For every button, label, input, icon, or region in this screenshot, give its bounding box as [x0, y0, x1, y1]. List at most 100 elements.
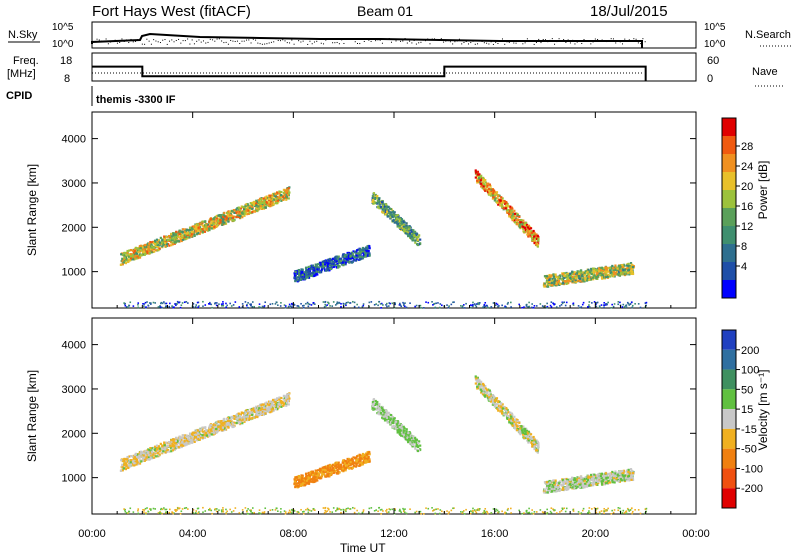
- data-point: [179, 444, 182, 447]
- data-point: [274, 202, 277, 205]
- data-point: [120, 253, 123, 256]
- data-point: [151, 447, 154, 450]
- data-point: [166, 445, 170, 448]
- data-point: [194, 435, 198, 439]
- data-point: [590, 267, 593, 271]
- data-point: [346, 251, 349, 255]
- data-point: [132, 258, 135, 261]
- data-point: [129, 461, 132, 464]
- data-point: [222, 304, 225, 307]
- data-point: [306, 301, 309, 304]
- data-point: [546, 307, 548, 309]
- data-point: [303, 276, 306, 279]
- data-point: [164, 245, 167, 248]
- data-point: [418, 234, 421, 237]
- data-point: [569, 275, 573, 278]
- data-point: [171, 241, 174, 244]
- data-point: [271, 202, 275, 205]
- data-point: [608, 275, 612, 278]
- data-point: [137, 251, 140, 254]
- data-point: [178, 436, 181, 439]
- cpid-value: themis -3300 IF: [96, 94, 176, 106]
- data-point: [507, 205, 510, 208]
- data-point: [232, 219, 236, 222]
- data-point: [474, 304, 477, 307]
- data-point: [241, 306, 244, 309]
- data-point: [196, 225, 199, 228]
- data-point: [549, 277, 552, 280]
- data-point: [335, 255, 338, 258]
- data-point: [371, 198, 375, 202]
- data-point: [552, 275, 556, 278]
- data-point: [256, 415, 259, 419]
- data-point: [161, 239, 164, 242]
- data-point: [536, 234, 539, 237]
- data-point: [492, 191, 495, 194]
- data-point: [251, 413, 254, 416]
- data-point: [267, 204, 271, 208]
- data-point: [124, 261, 128, 265]
- data-point: [478, 175, 481, 178]
- data-point: [416, 238, 419, 241]
- data-point: [625, 264, 628, 267]
- data-point: [175, 238, 178, 242]
- data-point: [144, 449, 147, 453]
- data-point: [188, 232, 191, 236]
- data-point: [364, 253, 368, 256]
- data-point: [365, 453, 369, 456]
- data-point: [214, 218, 217, 221]
- data-point: [516, 215, 519, 218]
- data-point: [303, 304, 305, 307]
- data-point: [161, 306, 163, 309]
- data-point: [417, 445, 420, 449]
- data-point: [324, 475, 327, 478]
- data-point: [153, 242, 156, 246]
- data-point: [453, 301, 455, 303]
- data-point: [186, 437, 190, 440]
- noise-sky-line: [91, 32, 643, 48]
- data-point: [506, 211, 509, 214]
- data-point: [343, 255, 347, 258]
- noise-search-label: N.Search: [745, 29, 791, 41]
- data-point: [435, 302, 437, 305]
- data-point: [194, 430, 197, 433]
- data-point: [180, 233, 183, 236]
- data-point: [434, 306, 437, 309]
- data-point: [543, 285, 546, 288]
- data-point: [265, 198, 268, 201]
- data-point: [157, 306, 160, 308]
- data-point: [482, 180, 485, 183]
- data-point: [362, 304, 365, 307]
- data-point: [263, 409, 266, 412]
- data-point: [336, 468, 339, 471]
- data-point: [283, 399, 286, 403]
- data-point: [133, 250, 136, 253]
- data-point: [475, 171, 478, 174]
- data-point: [558, 277, 561, 280]
- data-point: [227, 220, 230, 223]
- data-point: [586, 272, 589, 276]
- data-point: [573, 271, 576, 274]
- data-point: [244, 301, 247, 303]
- data-point: [609, 272, 613, 275]
- data-point: [483, 188, 486, 191]
- data-point: [564, 276, 567, 279]
- data-point: [187, 229, 190, 232]
- data-point: [163, 238, 166, 241]
- data-point: [413, 234, 416, 238]
- data-point: [433, 302, 436, 305]
- data-point: [506, 202, 509, 206]
- data-point: [344, 253, 347, 257]
- data-point: [320, 471, 323, 474]
- data-point: [168, 244, 171, 247]
- data-point: [387, 209, 390, 213]
- data-point: [500, 200, 503, 203]
- data-point: [225, 302, 227, 305]
- data-point: [258, 201, 261, 204]
- data-point: [126, 460, 129, 463]
- data-point: [336, 262, 339, 265]
- data-point: [310, 478, 313, 481]
- data-point: [308, 474, 312, 477]
- data-point: [244, 412, 247, 416]
